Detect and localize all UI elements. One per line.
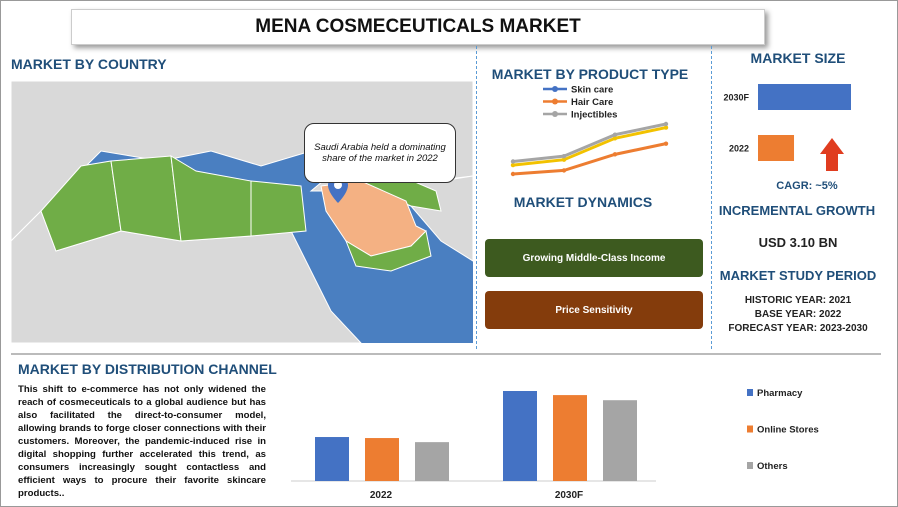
legend-marker <box>747 462 753 469</box>
divider <box>11 353 881 355</box>
bar <box>365 438 399 481</box>
study-line: BASE YEAR: 2022 <box>754 309 842 320</box>
point <box>663 121 669 127</box>
section-title: MARKET DYNAMICS <box>513 194 653 210</box>
point <box>663 141 669 146</box>
series-line <box>512 122 667 163</box>
point <box>561 168 567 173</box>
point <box>561 153 567 159</box>
legend-label: Others <box>757 461 788 472</box>
series-line <box>512 126 667 167</box>
callout-text: Saudi Arabia held a dominating share of … <box>314 142 446 164</box>
point <box>561 157 567 162</box>
legend-label: Online Stores <box>757 425 819 436</box>
point <box>663 125 669 130</box>
legend-label: Skin care <box>571 85 613 96</box>
section-title: INCREMENTAL GROWTH <box>718 203 876 218</box>
point <box>612 136 618 141</box>
page-title: MENA COSMECEUTICALS MARKET <box>255 16 581 37</box>
category-label: 2022 <box>729 144 749 154</box>
bar <box>758 135 795 161</box>
point <box>612 152 618 157</box>
chart-title: MARKET BY PRODUCT TYPE <box>491 66 689 82</box>
bar <box>503 391 537 481</box>
category-label: 2030F <box>723 93 749 103</box>
legend-label: Pharmacy <box>757 388 803 399</box>
callout: Saudi Arabia held a dominating share of … <box>304 123 456 183</box>
bar <box>553 395 587 481</box>
legend-marker <box>552 111 558 117</box>
chart-title: MARKET SIZE <box>750 50 846 66</box>
dynamic-box: Price Sensitivity <box>485 291 703 329</box>
series-line <box>512 142 667 176</box>
map <box>11 81 473 343</box>
bar <box>603 400 637 481</box>
study-line: HISTORIC YEAR: 2021 <box>744 295 852 306</box>
divider <box>711 46 712 349</box>
x-tick-label: 2030F <box>555 490 583 501</box>
legend-marker <box>747 389 753 396</box>
legend-label: Hair Care <box>571 97 613 108</box>
dynamic-text: Price Sensitivity <box>555 304 633 316</box>
section-title: MARKET BY COUNTRY <box>11 56 167 72</box>
point <box>510 159 516 164</box>
paragraph: This shift to e-commerce has not only wi… <box>18 384 266 499</box>
title-box: MENA COSMECEUTICALS MARKET <box>71 9 765 45</box>
bar <box>315 437 349 481</box>
divider <box>476 46 477 349</box>
cagr: CAGR: ~5% <box>776 180 838 192</box>
legend-marker <box>552 98 558 105</box>
size-chart: 2030F 2022 <box>723 84 851 171</box>
dynamic-text: Growing Middle-Class Income <box>522 252 666 264</box>
bar <box>415 442 449 481</box>
bar <box>758 84 851 110</box>
growth-value: USD 3.10 BN <box>758 235 838 250</box>
x-tick-label: 2022 <box>370 490 393 501</box>
legend-label: Injectibles <box>571 110 617 121</box>
legend-marker <box>747 425 753 433</box>
point <box>612 132 618 137</box>
point <box>510 171 516 177</box>
growth-arrow <box>820 138 844 171</box>
study-line: FORECAST YEAR: 2023-2030 <box>728 323 868 334</box>
bar-chart: 2022 2030F Pharmacy Online Stores Others <box>291 388 819 501</box>
point <box>510 162 516 168</box>
dynamic-box: Growing Middle-Class Income <box>485 239 703 277</box>
legend-marker <box>552 86 558 92</box>
section-title: MARKET STUDY PERIOD <box>719 268 877 283</box>
chart-title: MARKET BY DISTRIBUTION CHANNEL <box>18 361 277 377</box>
